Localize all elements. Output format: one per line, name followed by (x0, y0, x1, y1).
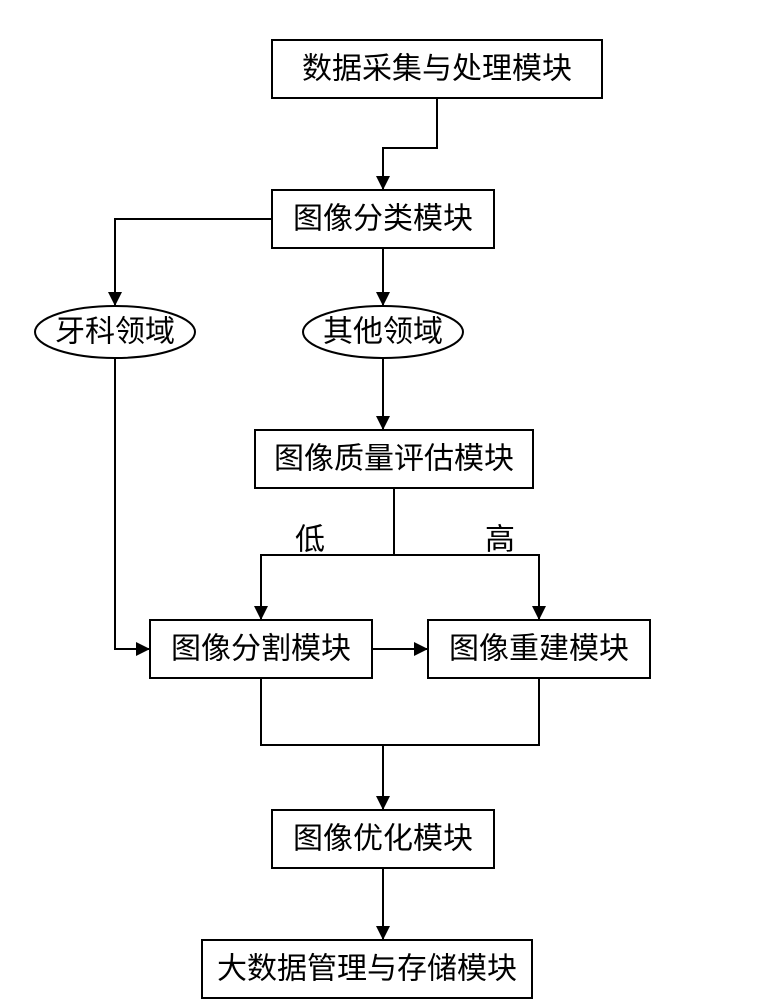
edge-e9 (261, 678, 383, 810)
edge-e6 (394, 488, 539, 620)
node-label-n2: 图像分类模块 (293, 203, 473, 236)
edge-e7 (115, 358, 150, 649)
node-n9: 大数据管理与存储模块 (202, 940, 532, 998)
flowchart-canvas: 低高数据采集与处理模块图像分类模块牙科领域其他领域图像质量评估模块图像分割模块图… (0, 0, 776, 1000)
edge-e5 (261, 488, 394, 620)
node-n4: 其他领域 (303, 306, 463, 358)
node-n5: 图像质量评估模块 (255, 430, 533, 488)
node-label-n4: 其他领域 (323, 316, 443, 349)
node-label-n9: 大数据管理与存储模块 (217, 953, 517, 986)
edge-e10 (383, 678, 539, 810)
node-label-n5: 图像质量评估模块 (274, 443, 514, 476)
edge-e1 (383, 98, 437, 190)
node-label-n3: 牙科领域 (55, 316, 175, 349)
node-n8: 图像优化模块 (272, 810, 494, 868)
node-n3: 牙科领域 (35, 306, 195, 358)
node-label-n6: 图像分割模块 (171, 633, 351, 666)
node-label-n1: 数据采集与处理模块 (302, 53, 572, 86)
edge-label-e6: 高 (485, 524, 515, 557)
node-n6: 图像分割模块 (150, 620, 372, 678)
node-n2: 图像分类模块 (272, 190, 494, 248)
node-label-n8: 图像优化模块 (293, 823, 473, 856)
node-n1: 数据采集与处理模块 (272, 40, 602, 98)
edge-e3 (115, 219, 272, 306)
edge-label-e5: 低 (295, 524, 325, 557)
node-n7: 图像重建模块 (428, 620, 650, 678)
node-label-n7: 图像重建模块 (449, 633, 629, 666)
